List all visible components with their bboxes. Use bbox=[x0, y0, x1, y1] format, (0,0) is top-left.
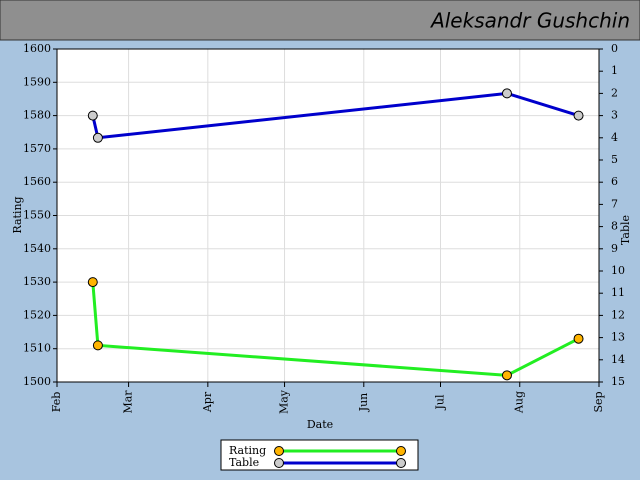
y-tick-label: 1520 bbox=[23, 308, 51, 321]
y2-tick-label: 4 bbox=[611, 131, 618, 144]
y-tick-label: 1600 bbox=[23, 42, 51, 55]
legend-marker bbox=[396, 458, 406, 468]
y-tick-label: 1580 bbox=[23, 109, 51, 122]
point bbox=[573, 333, 584, 344]
y2-tick-label: 1 bbox=[611, 64, 618, 77]
legend-label: Table bbox=[229, 456, 259, 469]
y2-tick-label: 9 bbox=[611, 242, 618, 255]
y-tick-label: 1560 bbox=[23, 175, 51, 188]
y-tick-label: 1540 bbox=[23, 242, 51, 255]
y2-tick-label: 15 bbox=[611, 375, 625, 388]
x-axis-label: Date bbox=[307, 418, 333, 431]
y-tick-label: 1570 bbox=[23, 142, 51, 155]
y2-tick-label: 0 bbox=[611, 42, 618, 55]
point bbox=[87, 277, 98, 288]
y2-tick-label: 5 bbox=[611, 153, 618, 166]
legend-marker bbox=[274, 458, 284, 468]
y-tick-label: 1530 bbox=[23, 275, 51, 288]
header bbox=[0, 0, 640, 41]
point bbox=[573, 110, 584, 121]
legend bbox=[220, 439, 419, 471]
x-tick-label: Feb bbox=[50, 392, 63, 413]
series-line bbox=[91, 281, 580, 377]
chart-title: Aleksandr Gushchin bbox=[429, 9, 630, 33]
y2-tick-label: 2 bbox=[611, 86, 618, 99]
y-axis-label: Rating bbox=[11, 196, 24, 233]
legend-marker bbox=[396, 446, 406, 456]
y-tick-label: 1500 bbox=[23, 375, 51, 388]
x-tick-label: May bbox=[278, 389, 291, 414]
y-tick-label: 1510 bbox=[23, 342, 51, 355]
y-tick-label: 1590 bbox=[23, 75, 51, 88]
y2-tick-label: 3 bbox=[611, 109, 618, 122]
y2-tick-label: 7 bbox=[611, 197, 618, 210]
y2-tick-label: 12 bbox=[611, 308, 625, 321]
y2-tick-label: 6 bbox=[611, 175, 618, 188]
x-tick-label: Aug bbox=[513, 391, 526, 414]
point bbox=[92, 340, 103, 351]
point bbox=[87, 110, 98, 121]
y2-axis-label: Table bbox=[619, 215, 632, 245]
x-tick-label: Apr bbox=[201, 391, 214, 413]
series-line bbox=[91, 91, 579, 140]
point bbox=[501, 370, 512, 381]
legend-marker bbox=[274, 446, 284, 456]
y-tick-label: 1550 bbox=[23, 209, 51, 222]
x-tick-label: Jun bbox=[357, 393, 370, 413]
point bbox=[92, 132, 103, 143]
legend-label: Rating bbox=[229, 444, 266, 457]
plot-border bbox=[56, 48, 600, 383]
y2-tick-label: 11 bbox=[611, 286, 625, 299]
y2-tick-label: 14 bbox=[611, 353, 625, 366]
point bbox=[501, 88, 512, 99]
y2-tick-label: 10 bbox=[611, 264, 625, 277]
x-tick-label: Jul bbox=[433, 394, 446, 410]
y2-tick-label: 13 bbox=[611, 331, 625, 344]
x-tick-label: Mar bbox=[122, 390, 135, 414]
y2-tick-label: 8 bbox=[611, 220, 618, 233]
x-tick-label: Sep bbox=[592, 391, 605, 412]
